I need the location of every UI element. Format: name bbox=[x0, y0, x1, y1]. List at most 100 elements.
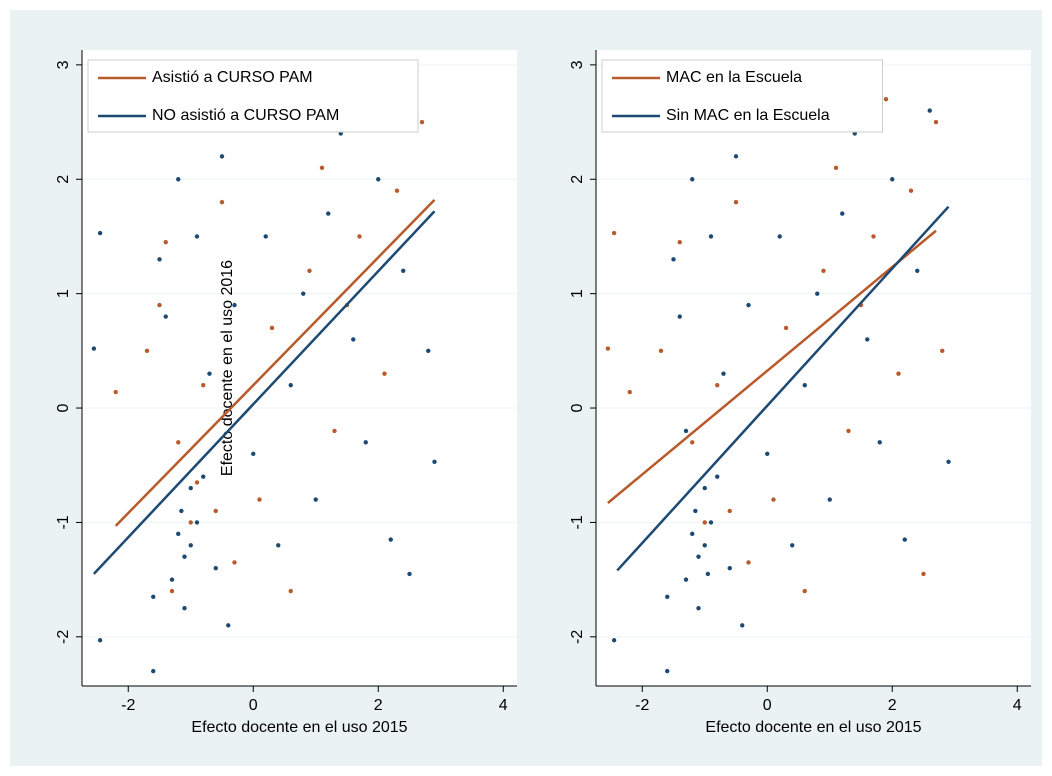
scatter-point bbox=[207, 371, 212, 376]
scatter-point bbox=[777, 234, 782, 239]
y-tick-label: 0 bbox=[569, 403, 586, 412]
scatter-point bbox=[677, 314, 682, 319]
scatter-point bbox=[357, 234, 362, 239]
x-tick-label: 4 bbox=[499, 697, 508, 714]
y-tick-label: 2 bbox=[569, 175, 586, 184]
scatter-point bbox=[865, 337, 870, 342]
scatter-point bbox=[169, 577, 175, 582]
scatter-point bbox=[163, 314, 168, 319]
scatter-point bbox=[833, 165, 839, 171]
legend-label: Asistió a CURSO PAM bbox=[152, 69, 313, 86]
scatter-point bbox=[846, 428, 851, 434]
scatter-point bbox=[727, 565, 732, 571]
scatter-point bbox=[157, 257, 162, 262]
scatter-point bbox=[201, 474, 206, 479]
legend-box bbox=[601, 59, 883, 133]
scatter-point bbox=[665, 594, 670, 599]
scatter-point bbox=[326, 211, 331, 216]
scatter-point bbox=[815, 291, 820, 296]
scatter-point bbox=[658, 348, 664, 354]
scatter-point bbox=[307, 268, 312, 273]
y-tick-label: -2 bbox=[569, 630, 586, 644]
scatter-point bbox=[213, 508, 218, 514]
y-tick-label: 0 bbox=[55, 403, 72, 412]
scatter-point bbox=[388, 537, 393, 542]
y-axis-label: Efecto docente en el uso 2016 bbox=[219, 260, 236, 476]
scatter-point bbox=[188, 485, 193, 491]
scatter-point bbox=[705, 571, 711, 577]
scatter-point bbox=[890, 177, 895, 182]
scatter-point bbox=[896, 371, 901, 376]
x-axis-label: Efecto docente en el uso 2015 bbox=[191, 719, 407, 736]
scatter-point bbox=[432, 459, 437, 464]
scatter-point bbox=[301, 291, 306, 296]
scatter-point bbox=[401, 268, 406, 273]
scatter-point bbox=[113, 389, 118, 395]
legend-box bbox=[87, 59, 419, 133]
scatter-point bbox=[151, 594, 156, 599]
scatter-point bbox=[690, 440, 695, 445]
scatter-point bbox=[91, 346, 97, 351]
scatter-point bbox=[677, 239, 682, 245]
scatter-point bbox=[708, 234, 714, 239]
scatter-point bbox=[163, 239, 168, 245]
scatter-point bbox=[746, 560, 751, 565]
scatter-point bbox=[877, 440, 882, 445]
y-tick-label: -1 bbox=[55, 515, 72, 529]
y-tick-label: -1 bbox=[569, 515, 586, 529]
scatter-point bbox=[232, 560, 237, 565]
scatter-point bbox=[194, 234, 200, 239]
scatter-point bbox=[708, 520, 714, 525]
y-tick-label: 3 bbox=[569, 60, 586, 69]
scatter-point bbox=[269, 325, 275, 331]
scatter-point bbox=[194, 520, 200, 525]
scatter-point bbox=[351, 337, 356, 342]
legend-label: NO asistió a CURSO PAM bbox=[152, 107, 339, 124]
scatter-point bbox=[611, 230, 617, 236]
scatter-point bbox=[288, 382, 293, 388]
scatter-point bbox=[219, 199, 225, 205]
plot-area bbox=[596, 50, 1031, 686]
scatter-point bbox=[693, 508, 698, 514]
scatter-point bbox=[182, 606, 187, 611]
x-tick-label: -2 bbox=[121, 697, 135, 714]
scatter-point bbox=[219, 154, 225, 159]
scatter-point bbox=[97, 230, 103, 236]
scatter-point bbox=[802, 588, 807, 594]
scatter-point bbox=[821, 268, 826, 273]
scatter-point bbox=[683, 428, 689, 434]
scatter-point bbox=[605, 346, 611, 351]
scatter-point bbox=[933, 119, 939, 125]
fit-line bbox=[114, 198, 436, 527]
scatter-point bbox=[407, 571, 412, 577]
scatter-point bbox=[182, 554, 187, 559]
scatter-point bbox=[201, 382, 206, 388]
scatter-point bbox=[97, 638, 103, 643]
scatter-point bbox=[946, 459, 951, 464]
scatter-point bbox=[251, 451, 256, 456]
scatter-point bbox=[176, 440, 181, 445]
scatter-point bbox=[783, 325, 789, 331]
scatter-point bbox=[746, 302, 751, 308]
legend-label: MAC en la Escuela bbox=[666, 69, 802, 86]
scatter-point bbox=[419, 119, 425, 125]
scatter-point bbox=[802, 382, 807, 388]
scatter-point bbox=[733, 154, 739, 159]
scatter-point bbox=[382, 371, 387, 376]
scatter-point bbox=[151, 668, 156, 674]
x-tick-label: 2 bbox=[888, 697, 897, 714]
scatter-point bbox=[840, 211, 845, 216]
scatter-point bbox=[671, 257, 676, 262]
scatter-point bbox=[902, 537, 907, 542]
y-tick-label: 2 bbox=[55, 175, 72, 184]
scatter-point bbox=[715, 382, 720, 388]
scatter-point bbox=[715, 474, 720, 479]
scatter-point bbox=[702, 485, 707, 491]
scatter-point bbox=[176, 531, 181, 537]
x-tick-label: 4 bbox=[1013, 697, 1022, 714]
scatter-point bbox=[363, 440, 368, 445]
y-tick-label: 3 bbox=[55, 60, 72, 69]
scatter-point bbox=[319, 165, 325, 171]
scatter-point bbox=[394, 188, 400, 193]
x-tick-label: 0 bbox=[763, 697, 772, 714]
